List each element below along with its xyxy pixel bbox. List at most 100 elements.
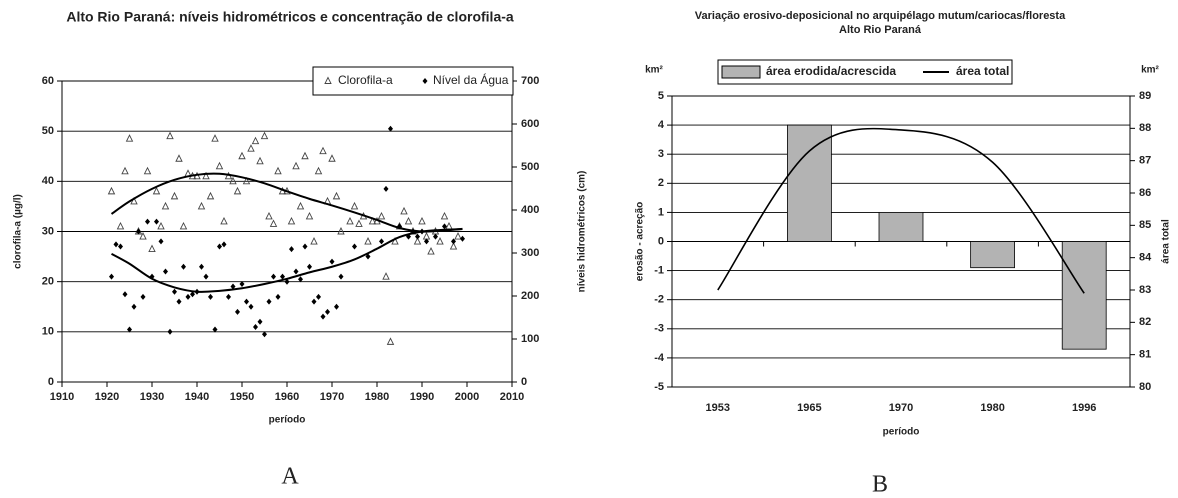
point: [386, 337, 395, 345]
point: [289, 246, 294, 253]
point: [284, 278, 290, 285]
point: [265, 211, 273, 220]
point: [364, 237, 372, 245]
point: [433, 233, 438, 240]
point: [413, 237, 422, 245]
point: [355, 219, 363, 227]
trend-line: [110, 172, 463, 233]
bar: [1061, 241, 1107, 350]
point: [208, 293, 213, 300]
point: [427, 247, 435, 255]
caption: B: [872, 472, 888, 498]
point: [140, 293, 146, 300]
point: [248, 303, 254, 310]
y-tick-label: 3: [658, 148, 664, 160]
y-tick-label: 5: [658, 90, 664, 102]
y-tick-label: 0: [48, 376, 54, 388]
point: [167, 328, 173, 335]
y-tick-label: 10: [42, 326, 54, 338]
point: [125, 134, 134, 142]
x-tick-label: 1930: [140, 391, 164, 403]
point: [107, 186, 116, 195]
point: [166, 131, 174, 140]
y2-tick-label: 700: [521, 75, 539, 87]
point: [274, 166, 282, 175]
point: [382, 272, 390, 280]
y-tick-label: -4: [654, 352, 665, 364]
point: [388, 125, 393, 132]
point: [122, 291, 128, 298]
point: [230, 283, 236, 290]
y-tick-label: -1: [654, 265, 664, 277]
point: [172, 288, 177, 295]
bar: [787, 124, 832, 242]
x-tick-label: 1953: [706, 402, 730, 414]
y2-tick-label: 500: [521, 161, 539, 173]
point: [325, 308, 330, 315]
point: [260, 131, 269, 140]
y-tick-label: -3: [654, 323, 664, 335]
point: [247, 144, 255, 152]
point: [175, 154, 183, 162]
point: [170, 191, 179, 200]
point: [113, 241, 119, 248]
legend-box: [717, 59, 1013, 85]
point: [269, 219, 278, 227]
point: [329, 258, 335, 265]
point: [436, 237, 444, 245]
point: [235, 308, 240, 315]
x-tick-label: 1970: [320, 391, 344, 403]
y2-tick-label: 82: [1139, 316, 1151, 328]
point: [157, 221, 165, 230]
point: [292, 161, 300, 170]
point: [238, 151, 246, 160]
point: [350, 201, 359, 210]
point: [206, 191, 215, 200]
x-axis-label: período: [883, 427, 920, 438]
point: [154, 218, 159, 225]
point: [262, 331, 267, 338]
legend-swatch: [324, 76, 332, 84]
point: [215, 161, 224, 170]
point: [131, 303, 137, 310]
x-tick-label: 1965: [797, 402, 821, 414]
point: [251, 136, 260, 145]
y-axis-label: clorofila-a (µg/l): [13, 194, 24, 269]
x-tick-label: 1990: [410, 391, 434, 403]
point: [280, 273, 285, 280]
x-tick-label: 1910: [50, 391, 74, 403]
y2-tick-label: 84: [1139, 252, 1152, 264]
legend-label: Nível da Água: [433, 72, 509, 87]
line: [717, 127, 1085, 294]
point: [143, 166, 152, 175]
point: [145, 218, 150, 225]
point: [311, 298, 317, 305]
point: [316, 293, 321, 300]
point: [293, 268, 299, 275]
x-tick-label: 1996: [1072, 402, 1096, 414]
y-unit: km²: [645, 65, 663, 76]
legend-label: área erodida/acrescida: [766, 64, 896, 78]
y2-unit: km²: [1141, 65, 1159, 76]
y2-tick-label: 85: [1139, 219, 1151, 231]
y2-axis-label: níveis hidrométricos (cm): [577, 171, 588, 293]
point: [346, 216, 354, 225]
y-tick-label: 0: [658, 235, 664, 247]
point: [454, 232, 462, 240]
x-tick-label: 1940: [185, 391, 209, 403]
bar: [878, 211, 924, 242]
y2-tick-label: 600: [521, 118, 539, 130]
point: [319, 146, 327, 155]
point: [253, 323, 258, 330]
point: [352, 243, 357, 250]
x-tick-label: 1970: [889, 402, 913, 414]
y-axis-label: erosão - acreção: [635, 202, 646, 282]
point: [301, 151, 309, 160]
y-tick-label: -5: [654, 381, 664, 393]
point: [199, 263, 204, 270]
point: [338, 273, 344, 280]
y2-tick-label: 100: [521, 333, 539, 345]
point: [203, 273, 209, 280]
point: [148, 244, 156, 253]
point: [212, 326, 218, 333]
